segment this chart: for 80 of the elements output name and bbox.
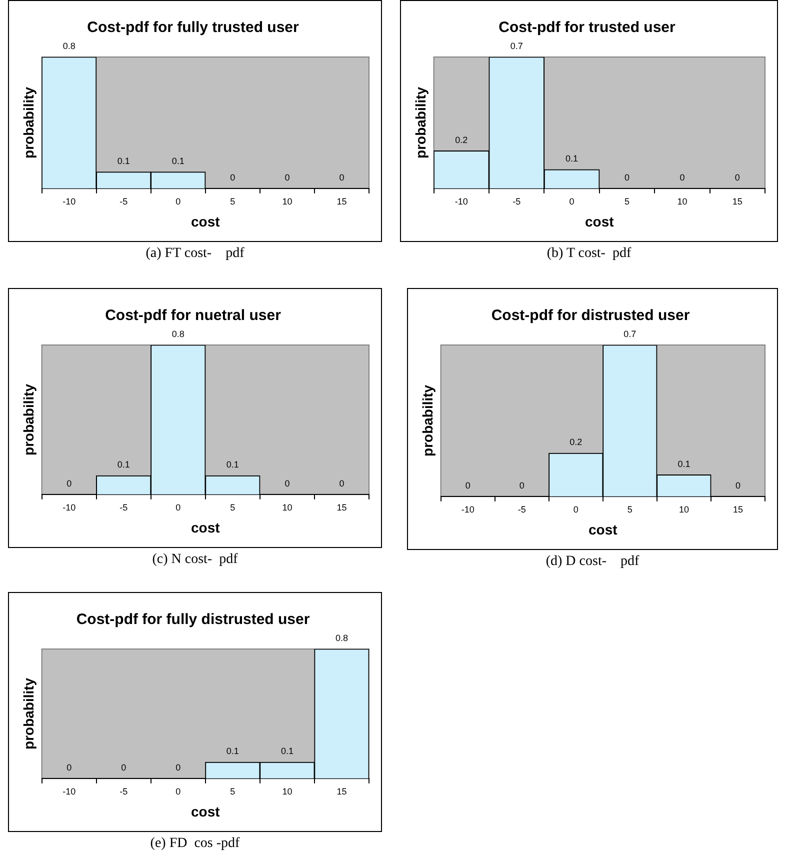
x-tick-label: 10 [282,502,292,512]
data-label: 0.1 [678,458,690,469]
x-tick-label: 0 [569,196,574,206]
chart-title: Cost-pdf for fully distrusted user [76,611,310,628]
data-label: 0.8 [172,328,184,339]
data-label: 0 [121,762,126,772]
x-tick-label: 10 [678,504,689,514]
x-tick-label: -10 [62,502,76,512]
data-label: 0.2 [455,134,468,145]
data-label: 0.8 [62,40,76,51]
x-tick-label: 10 [282,786,292,796]
chart-title: Cost-pdf for trusted user [498,19,676,36]
x-tick-label: 5 [230,502,236,512]
data-label: 0.1 [226,746,239,756]
x-tick-label: 0 [176,786,181,796]
x-axis-title: cost [588,521,618,538]
y-axis-title: probability [412,86,428,158]
x-tick-label: -5 [512,196,521,206]
data-label: 0.1 [226,460,239,470]
chart-title: Cost-pdf for fully trusted user [87,19,299,36]
data-label: 0 [339,172,344,182]
data-label: 0 [66,762,72,772]
data-label: 0.1 [117,156,130,166]
x-tick-label: 5 [230,786,236,796]
x-tick-label: 15 [336,786,347,796]
data-label: 0.2 [570,437,582,448]
data-label: 0 [735,480,740,490]
chart-title: Cost-pdf for nuetral user [105,307,282,324]
data-label: 0.1 [280,746,294,756]
data-label: 0.7 [624,328,636,339]
data-label: 0 [465,480,470,490]
x-tick-label: 5 [230,196,236,206]
data-label: 0.1 [172,156,184,166]
data-label: 0 [66,478,72,488]
x-axis-title: cost [585,213,614,230]
data-label: 0 [624,172,630,182]
text: (b) T cost- pdf [546,246,632,262]
data-label: 0 [284,478,290,488]
data-label: 0.8 [335,632,348,643]
data-label: 0 [176,762,181,772]
data-label: 0 [734,172,740,182]
x-tick-label: 10 [282,196,292,206]
x-tick-label: 0 [176,502,181,512]
text: (c) N cost- pdf [151,552,239,568]
x-tick-label: -10 [461,504,474,514]
y-axis-title: probability [20,384,36,456]
y-axis-title: probability [419,384,436,456]
x-tick-label: 15 [336,502,347,512]
y-axis-title: probability [20,86,36,158]
x-tick-label: -5 [518,504,526,514]
chart-title: Cost-pdf for distrusted user [491,307,690,324]
x-tick-label: -5 [120,502,128,512]
x-tick-label: 0 [176,196,181,206]
data-label: 0 [284,172,290,182]
x-tick-label: 10 [677,196,688,206]
y-axis-title: probability [20,678,36,750]
data-label: 0 [680,172,685,182]
x-axis-title: cost [191,803,220,820]
text: (d) D cost- pdf [544,554,640,570]
x-tick-label: 5 [624,196,630,206]
x-tick-label: -5 [120,786,128,796]
x-tick-label: -10 [62,786,76,796]
data-label: 0 [519,480,524,490]
data-label: 0 [339,478,344,488]
x-tick-label: 15 [732,504,743,514]
x-tick-label: 0 [573,504,578,514]
x-tick-label: -10 [454,196,468,206]
x-tick-label: -10 [62,196,76,206]
text: (a) FT cost- pdf [144,246,246,262]
x-axis-title: cost [191,213,220,230]
x-tick-label: 15 [336,196,347,206]
data-label: 0 [230,172,236,182]
x-tick-label: 15 [732,196,742,206]
text: (e) FD cos -pdf [149,836,241,852]
x-tick-label: 5 [627,504,632,514]
data-label: 0.7 [510,40,523,51]
data-label: 0.1 [566,154,578,164]
data-label: 0.1 [117,460,130,470]
x-axis-title: cost [191,519,220,536]
x-tick-label: -5 [120,196,128,206]
